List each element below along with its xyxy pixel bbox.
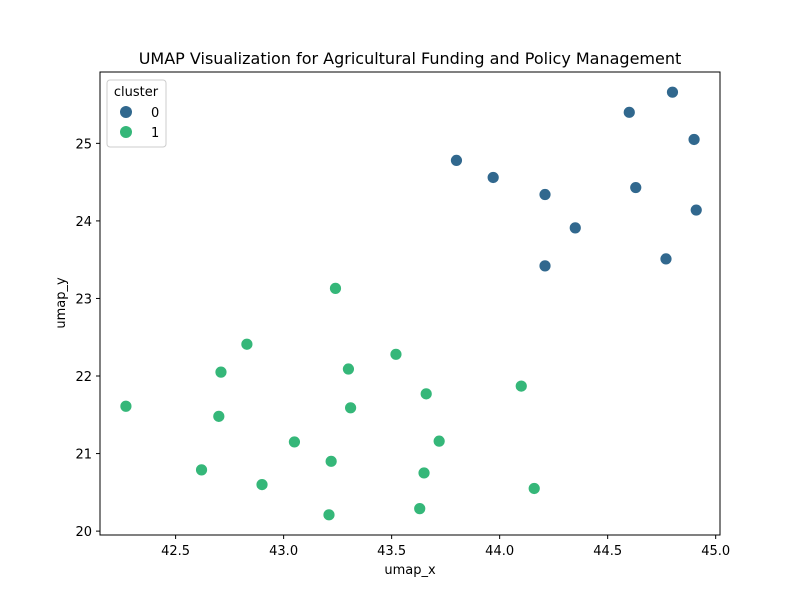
data-point-cluster-1 (342, 362, 355, 376)
data-point-cluster-1 (255, 478, 269, 491)
plot-area (99, 71, 721, 536)
data-point-cluster-0 (659, 252, 673, 266)
legend-title: cluster (114, 85, 159, 100)
x-tick-label: 43.5 (377, 544, 406, 559)
legend-label-cluster-0: 0 (151, 106, 159, 121)
legend: cluster 0 1 (106, 79, 167, 148)
x-axis-label: umap_x (384, 563, 436, 578)
data-point-cluster-0 (538, 188, 552, 201)
y-tick-label: 24 (75, 215, 92, 230)
data-point-cluster-0 (687, 133, 701, 146)
data-point-cluster-1 (413, 502, 427, 516)
data-point-cluster-1 (527, 482, 541, 495)
data-point-cluster-1 (419, 387, 433, 401)
x-tick-label: 44.5 (593, 544, 622, 559)
data-point-cluster-0 (450, 154, 463, 167)
data-point-cluster-1 (119, 399, 133, 413)
legend-marker-cluster-1 (120, 126, 132, 138)
data-point-cluster-0 (629, 181, 643, 194)
data-point-cluster-1 (329, 281, 342, 295)
x-tick-label: 42.5 (161, 544, 190, 559)
x-axis: 42.5 43.0 43.5 44.0 44.5 45.0 (161, 535, 730, 559)
x-tick-label: 45.0 (701, 544, 730, 559)
data-point-cluster-1 (389, 347, 403, 361)
data-point-cluster-0 (622, 105, 636, 119)
y-axis: 20 21 22 23 24 25 (75, 137, 100, 540)
x-tick-label: 44.0 (485, 544, 514, 559)
data-point-cluster-1 (417, 466, 431, 480)
x-tick-label: 43.0 (269, 544, 298, 559)
y-tick-label: 23 (75, 292, 92, 307)
y-tick-label: 20 (75, 525, 92, 540)
data-point-cluster-0 (538, 259, 552, 273)
data-point-cluster-1 (324, 454, 338, 468)
data-point-cluster-1 (214, 365, 228, 379)
data-point-cluster-0 (689, 203, 703, 217)
data-points (119, 85, 703, 522)
y-tick-label: 22 (75, 370, 92, 385)
chart-title: UMAP Visualization for Agricultural Fund… (139, 49, 682, 68)
data-point-cluster-0 (486, 171, 500, 184)
data-point-cluster-1 (288, 435, 301, 449)
legend-marker-cluster-0 (120, 106, 132, 118)
data-point-cluster-1 (240, 337, 254, 351)
data-point-cluster-1 (212, 409, 226, 423)
y-tick-label: 25 (75, 137, 92, 152)
data-point-cluster-0 (666, 85, 679, 99)
data-point-cluster-1 (344, 401, 357, 415)
data-point-cluster-1 (322, 508, 336, 522)
y-axis-label: umap_y (54, 277, 69, 329)
data-point-cluster-0 (568, 221, 582, 235)
data-point-cluster-1 (514, 379, 528, 393)
y-tick-label: 21 (75, 448, 92, 463)
legend-label-cluster-1: 1 (151, 126, 159, 141)
plot-frame (99, 71, 721, 536)
data-point-cluster-1 (432, 434, 446, 448)
data-point-cluster-1 (195, 463, 208, 477)
